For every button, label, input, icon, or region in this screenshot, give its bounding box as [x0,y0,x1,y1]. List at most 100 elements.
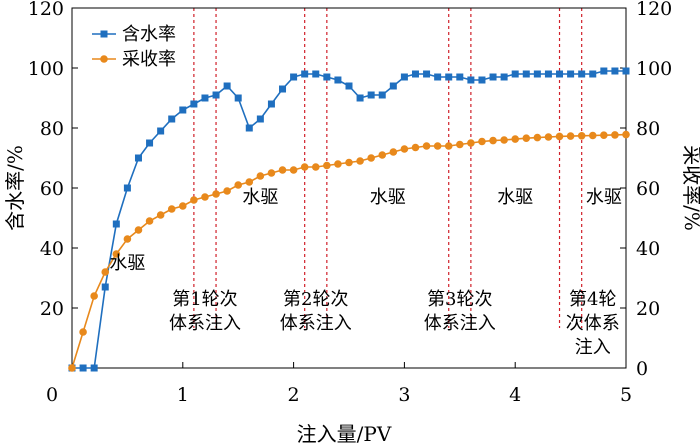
data-point [489,73,497,81]
legend-label: 含水率 [122,24,176,45]
data-point [600,67,608,75]
y-left-tick-label: 40 [40,238,64,260]
data-point [456,140,464,149]
data-point [223,82,231,90]
annotation-text: 水驱 [109,253,145,274]
data-point [167,205,176,213]
y-left-tick-label: 80 [40,118,64,140]
annotation-text: 注入 [575,337,611,358]
data-point [389,148,398,156]
data-point [301,70,309,78]
data-point [522,134,531,142]
data-point [589,70,597,78]
y-right-tick-label: 20 [636,298,660,320]
data-point [578,70,586,78]
y-left-axis-title: 含水率/% [3,145,27,231]
data-point [323,73,331,81]
data-point [112,250,121,258]
data-point [533,133,542,142]
y-right-axis-title: 采收率/% [680,145,700,231]
data-point [500,73,508,81]
data-point [190,100,198,108]
annotation-text: 体系注入 [280,313,352,334]
data-point [123,235,132,243]
data-point [68,364,76,372]
data-point [367,154,375,162]
data-point [544,70,552,78]
annotation-text: 第4轮 [569,289,616,310]
data-point [190,196,198,204]
data-point [478,137,486,146]
data-point [212,190,220,198]
data-point [101,268,110,276]
y-right-tick-label: 100 [636,58,672,80]
y-right-tick-label: 40 [636,238,660,260]
data-point [134,154,142,162]
x-tick-label: 1 [177,384,189,406]
data-point [300,163,309,171]
data-point [267,100,275,108]
data-point [234,94,242,102]
data-point [467,139,475,147]
annotation-text: 第3轮次 [427,289,492,310]
data-point [90,292,98,300]
data-point [378,91,386,99]
data-point [345,158,353,167]
data-point [145,217,154,225]
x-tick-label: 3 [398,384,410,406]
legend-marker [100,55,108,63]
vertical-markers [193,8,583,328]
y-right-tick-label: 60 [636,178,660,200]
data-point [334,76,342,84]
data-point [179,202,187,210]
data-point [212,91,220,99]
data-point [422,142,431,150]
data-point [79,328,87,336]
data-point [622,130,630,139]
data-point [555,132,564,141]
data-point [478,76,486,84]
data-point [290,73,298,81]
data-point [400,145,409,153]
y-right-tick-label: 80 [636,118,660,140]
data-point [168,115,176,123]
data-point [123,184,131,192]
data-point [245,178,254,186]
data-point [588,131,597,140]
y-right-tick-label: 0 [636,358,648,380]
annotation-text: 第2轮次 [283,289,348,310]
data-point [511,135,519,143]
y-left-tick-label: 120 [28,0,64,20]
data-point [577,132,586,140]
data-point [323,161,331,170]
data-point [334,160,342,168]
data-point [256,172,265,180]
data-point [101,283,109,291]
data-point [411,143,420,152]
data-point [556,70,564,78]
annotation-text: 水驱 [242,187,278,208]
data-point [611,131,619,139]
data-point [256,115,264,123]
data-point [511,70,519,78]
data-point [112,220,120,228]
annotation-text: 第1轮次 [172,289,237,310]
data-point [533,70,541,78]
data-point [279,85,287,93]
data-point [234,181,242,189]
series-layer [68,67,630,372]
data-point [289,166,298,174]
data-point [444,142,453,150]
data-point [311,163,320,171]
data-point [411,70,419,78]
x-tick-label: 4 [509,384,521,406]
data-point [611,67,619,75]
data-point [356,157,364,165]
data-point [90,364,98,372]
data-point [434,73,442,81]
data-point [500,136,508,144]
